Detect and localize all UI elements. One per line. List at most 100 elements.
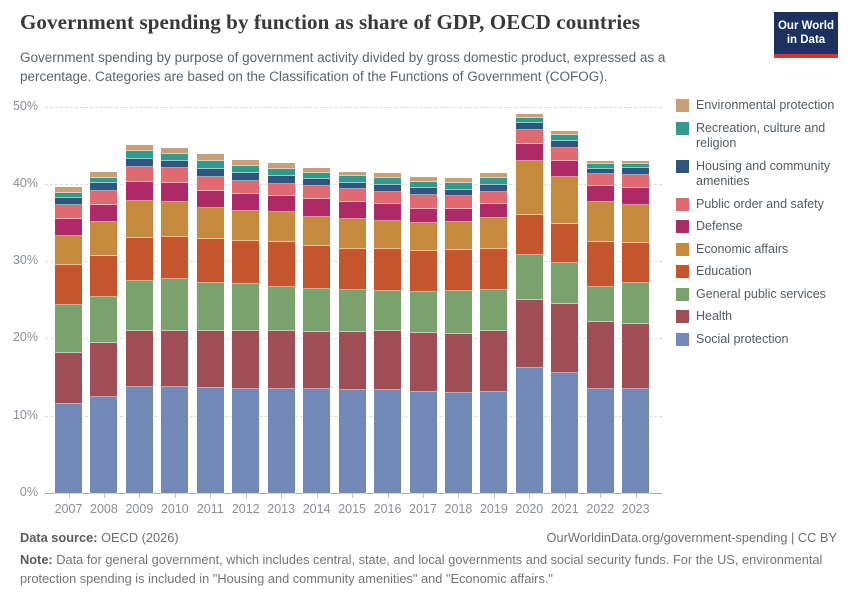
bar-segment-environmental-protection[interactable]: [550, 130, 580, 137]
legend-item-social-protection[interactable]: Social protection: [676, 332, 846, 348]
bar-segment-education[interactable]: [337, 247, 367, 292]
bar-segment-economic-affairs[interactable]: [160, 200, 190, 239]
bar-segment-general-public-services[interactable]: [443, 290, 473, 335]
bar-segment-recreation-culture-and-religion[interactable]: [373, 177, 403, 186]
bar-segment-general-public-services[interactable]: [337, 289, 367, 334]
bar-segment-social-protection[interactable]: [514, 366, 544, 494]
bar-segment-education[interactable]: [124, 236, 154, 283]
bar-segment-social-protection[interactable]: [195, 386, 225, 494]
bar-segment-housing-and-community-amenities[interactable]: [585, 167, 615, 176]
bar-segment-recreation-culture-and-religion[interactable]: [514, 116, 544, 125]
bar-segment-defense[interactable]: [550, 159, 580, 178]
bar-segment-economic-affairs[interactable]: [54, 235, 83, 266]
bar-segment-health[interactable]: [231, 330, 261, 390]
legend-item-public-order-and-safety[interactable]: Public order and safety: [676, 197, 846, 213]
legend-item-housing-and-community-amenities[interactable]: Housing and community amenities: [676, 159, 846, 190]
bar-segment-general-public-services[interactable]: [160, 277, 190, 333]
bar-segment-economic-affairs[interactable]: [231, 209, 261, 242]
bar-segment-social-protection[interactable]: [373, 389, 403, 494]
bar-segment-environmental-protection[interactable]: [408, 175, 438, 184]
bar-segment-environmental-protection[interactable]: [54, 185, 83, 195]
bar-segment-public-order-and-safety[interactable]: [408, 194, 438, 210]
bar-segment-housing-and-community-amenities[interactable]: [124, 158, 154, 168]
bar-segment-general-public-services[interactable]: [585, 285, 615, 324]
bar-segment-recreation-culture-and-religion[interactable]: [302, 171, 332, 181]
bar-segment-health[interactable]: [195, 330, 225, 389]
bar-segment-education[interactable]: [266, 241, 296, 288]
legend-item-environmental-protection[interactable]: Environmental protection: [676, 98, 846, 114]
bar-segment-public-order-and-safety[interactable]: [266, 182, 296, 198]
bar-segment-environmental-protection[interactable]: [337, 171, 367, 178]
bar-segment-housing-and-community-amenities[interactable]: [550, 140, 580, 150]
bar-segment-general-public-services[interactable]: [621, 281, 651, 325]
bar-segment-defense[interactable]: [160, 182, 190, 203]
bar-segment-housing-and-community-amenities[interactable]: [408, 187, 438, 197]
bar-segment-social-protection[interactable]: [160, 386, 190, 494]
bar-segment-economic-affairs[interactable]: [514, 160, 544, 217]
bar-segment-economic-affairs[interactable]: [337, 218, 367, 250]
bar-segment-public-order-and-safety[interactable]: [479, 190, 509, 205]
bar-segment-environmental-protection[interactable]: [124, 144, 154, 153]
bar-segment-recreation-culture-and-religion[interactable]: [621, 162, 651, 170]
bar-segment-public-order-and-safety[interactable]: [621, 174, 651, 189]
bar-segment-economic-affairs[interactable]: [550, 175, 580, 225]
bar-segment-defense[interactable]: [54, 217, 83, 238]
owid-url-link[interactable]: OurWorldinData.org/government-spending: [546, 530, 788, 545]
bar-segment-economic-affairs[interactable]: [302, 215, 332, 247]
bar-segment-housing-and-community-amenities[interactable]: [514, 122, 544, 131]
bar-segment-economic-affairs[interactable]: [585, 201, 615, 244]
bar-segment-defense[interactable]: [195, 189, 225, 210]
bar-segment-education[interactable]: [514, 214, 544, 256]
bar-segment-social-protection[interactable]: [408, 390, 438, 494]
bar-segment-social-protection[interactable]: [479, 390, 509, 494]
bar-segment-defense[interactable]: [621, 186, 651, 206]
bar-segment-public-order-and-safety[interactable]: [160, 166, 190, 185]
bar-segment-environmental-protection[interactable]: [195, 153, 225, 162]
bar-segment-environmental-protection[interactable]: [514, 113, 544, 120]
bar-segment-housing-and-community-amenities[interactable]: [231, 172, 261, 182]
bar-segment-housing-and-community-amenities[interactable]: [443, 188, 473, 198]
bar-segment-social-protection[interactable]: [266, 387, 296, 494]
bar-segment-economic-affairs[interactable]: [621, 203, 651, 245]
bar-segment-education[interactable]: [160, 236, 190, 280]
bar-segment-defense[interactable]: [337, 201, 367, 221]
bar-segment-health[interactable]: [302, 331, 332, 391]
bar-segment-recreation-culture-and-religion[interactable]: [160, 152, 190, 162]
bar-segment-defense[interactable]: [585, 185, 615, 204]
bar-segment-social-protection[interactable]: [54, 403, 83, 494]
legend-item-general-public-services[interactable]: General public services: [676, 287, 846, 303]
bar-segment-education[interactable]: [479, 247, 509, 292]
bar-segment-housing-and-community-amenities[interactable]: [302, 178, 332, 187]
bar-segment-education[interactable]: [231, 239, 261, 286]
legend-item-economic-affairs[interactable]: Economic affairs: [676, 242, 846, 258]
bar-segment-defense[interactable]: [479, 202, 509, 219]
bar-segment-recreation-culture-and-religion[interactable]: [585, 163, 615, 171]
bar-segment-public-order-and-safety[interactable]: [373, 190, 403, 205]
bar-segment-general-public-services[interactable]: [373, 290, 403, 333]
bar-segment-education[interactable]: [54, 263, 83, 307]
bar-segment-health[interactable]: [550, 303, 580, 375]
bar-segment-health[interactable]: [124, 330, 154, 388]
legend-item-defense[interactable]: Defense: [676, 219, 846, 235]
bar-segment-economic-affairs[interactable]: [195, 207, 225, 241]
bar-segment-social-protection[interactable]: [89, 396, 119, 494]
bar-segment-environmental-protection[interactable]: [585, 160, 615, 166]
bar-segment-defense[interactable]: [124, 181, 154, 202]
bar-segment-public-order-and-safety[interactable]: [550, 147, 580, 162]
bar-segment-health[interactable]: [443, 332, 473, 395]
bar-segment-recreation-culture-and-religion[interactable]: [89, 176, 119, 185]
bar-segment-social-protection[interactable]: [550, 372, 580, 494]
bar-segment-health[interactable]: [373, 330, 403, 392]
legend-item-health[interactable]: Health: [676, 309, 846, 325]
bar-segment-health[interactable]: [160, 330, 190, 389]
bar-segment-general-public-services[interactable]: [54, 304, 83, 355]
bar-segment-education[interactable]: [89, 254, 119, 299]
bar-segment-defense[interactable]: [408, 207, 438, 225]
bar-segment-economic-affairs[interactable]: [89, 221, 119, 257]
bar-segment-defense[interactable]: [302, 198, 332, 218]
bar-segment-public-order-and-safety[interactable]: [231, 179, 261, 195]
bar-segment-social-protection[interactable]: [621, 388, 651, 494]
bar-segment-economic-affairs[interactable]: [443, 221, 473, 252]
bar-segment-housing-and-community-amenities[interactable]: [479, 184, 509, 193]
bar-segment-housing-and-community-amenities[interactable]: [266, 175, 296, 185]
